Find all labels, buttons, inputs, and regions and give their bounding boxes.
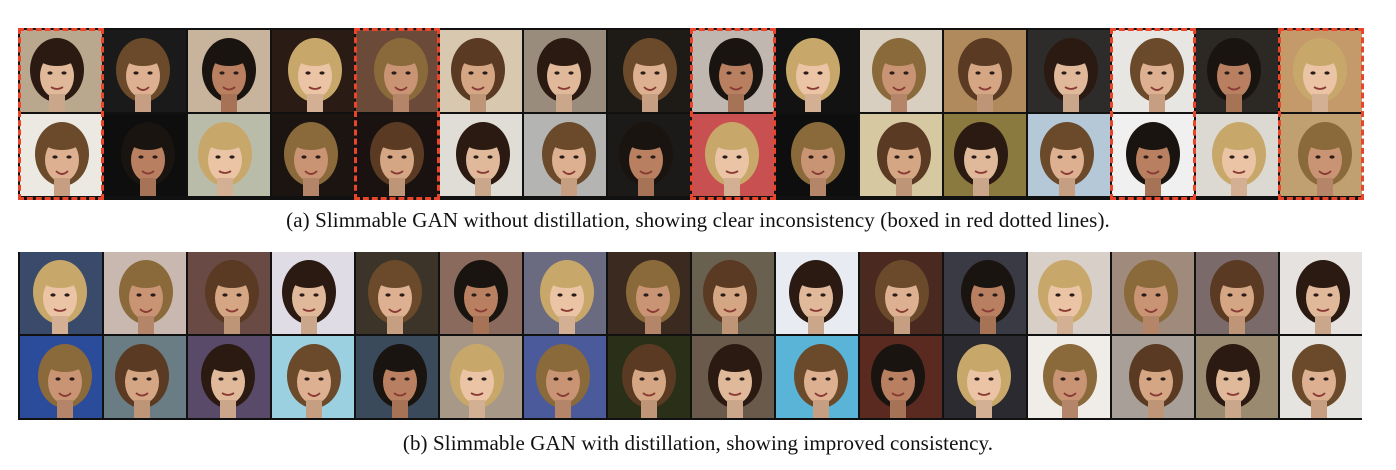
panel-b-row-top <box>18 252 1362 334</box>
face-thumbnail <box>608 252 690 334</box>
panel-b-row-bottom <box>18 336 1362 418</box>
face-thumbnail <box>1028 30 1110 112</box>
face-thumbnail <box>104 336 186 418</box>
face-thumbnail <box>356 30 438 112</box>
face-thumbnail <box>860 252 942 334</box>
face-thumbnail <box>1196 30 1278 112</box>
face-thumbnail <box>20 30 102 112</box>
face-thumbnail <box>692 336 774 418</box>
face-thumbnail <box>692 114 774 196</box>
face-thumbnail <box>356 114 438 196</box>
panel-a <box>18 28 1364 200</box>
face-thumbnail <box>104 30 186 112</box>
face-thumbnail <box>776 114 858 196</box>
face-thumbnail <box>272 252 354 334</box>
face-thumbnail <box>1280 252 1362 334</box>
face-thumbnail <box>272 114 354 196</box>
face-thumbnail <box>692 30 774 112</box>
face-thumbnail <box>608 114 690 196</box>
panel-a-row-top <box>18 30 1362 112</box>
face-thumbnail <box>104 252 186 334</box>
face-thumbnail <box>608 30 690 112</box>
face-thumbnail <box>1112 114 1194 196</box>
face-thumbnail <box>20 114 102 196</box>
face-thumbnail <box>188 336 270 418</box>
face-thumbnail <box>20 252 102 334</box>
face-thumbnail <box>1028 114 1110 196</box>
face-thumbnail <box>944 114 1026 196</box>
face-thumbnail <box>524 336 606 418</box>
face-thumbnail <box>776 252 858 334</box>
face-thumbnail <box>860 114 942 196</box>
face-thumbnail <box>356 252 438 334</box>
face-thumbnail <box>20 336 102 418</box>
face-thumbnail <box>944 30 1026 112</box>
face-thumbnail <box>1196 336 1278 418</box>
face-thumbnail <box>1112 30 1194 112</box>
face-thumbnail <box>524 30 606 112</box>
face-thumbnail <box>272 336 354 418</box>
face-thumbnail <box>1028 336 1110 418</box>
face-thumbnail <box>1280 336 1362 418</box>
face-thumbnail <box>440 114 522 196</box>
face-thumbnail <box>188 114 270 196</box>
face-thumbnail <box>1112 252 1194 334</box>
face-thumbnail <box>1280 30 1362 112</box>
face-thumbnail <box>356 336 438 418</box>
panel-a-row-bottom <box>18 114 1362 196</box>
face-thumbnail <box>944 336 1026 418</box>
face-thumbnail <box>944 252 1026 334</box>
face-thumbnail <box>104 114 186 196</box>
panel-b <box>18 252 1362 420</box>
face-thumbnail <box>692 252 774 334</box>
face-thumbnail <box>860 336 942 418</box>
face-thumbnail <box>776 30 858 112</box>
face-thumbnail <box>440 252 522 334</box>
face-thumbnail <box>440 336 522 418</box>
face-thumbnail <box>524 114 606 196</box>
panel-a-caption: (a) Slimmable GAN without distillation, … <box>286 208 1110 232</box>
face-thumbnail <box>1028 252 1110 334</box>
face-thumbnail <box>188 30 270 112</box>
face-thumbnail <box>272 30 354 112</box>
face-thumbnail <box>188 252 270 334</box>
panel-a-grid <box>18 28 1362 200</box>
face-thumbnail <box>1196 114 1278 196</box>
face-thumbnail <box>524 252 606 334</box>
face-thumbnail <box>860 30 942 112</box>
face-thumbnail <box>440 30 522 112</box>
face-thumbnail <box>1280 114 1362 196</box>
panel-b-caption: (b) Slimmable GAN with distillation, sho… <box>402 431 994 455</box>
face-thumbnail <box>1112 336 1194 418</box>
face-thumbnail <box>776 336 858 418</box>
face-thumbnail <box>1196 252 1278 334</box>
panel-b-grid <box>18 252 1362 420</box>
face-thumbnail <box>608 336 690 418</box>
